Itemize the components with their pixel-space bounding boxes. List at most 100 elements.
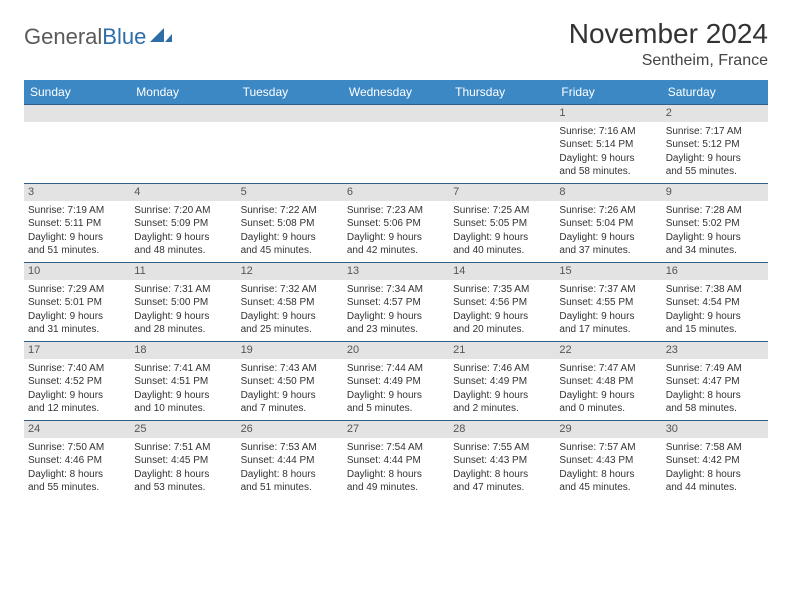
day-day1: Daylight: 9 hours <box>453 310 551 324</box>
day-cell: 28Sunrise: 7:55 AMSunset: 4:43 PMDayligh… <box>449 421 555 499</box>
day-day2: and 45 minutes. <box>241 244 339 258</box>
day-cell: 4Sunrise: 7:20 AMSunset: 5:09 PMDaylight… <box>130 184 236 262</box>
day-day1: Daylight: 8 hours <box>347 468 445 482</box>
day-sunset: Sunset: 4:49 PM <box>347 375 445 389</box>
day-sunset: Sunset: 4:47 PM <box>666 375 764 389</box>
day-sunset: Sunset: 4:44 PM <box>347 454 445 468</box>
day-number: 11 <box>130 263 236 280</box>
day-cell: 13Sunrise: 7:34 AMSunset: 4:57 PMDayligh… <box>343 263 449 341</box>
day-day2: and 20 minutes. <box>453 323 551 337</box>
day-sunset: Sunset: 5:09 PM <box>134 217 232 231</box>
day-day2: and 42 minutes. <box>347 244 445 258</box>
day-sunset: Sunset: 5:02 PM <box>666 217 764 231</box>
day-day1: Daylight: 9 hours <box>666 152 764 166</box>
day-cell: 29Sunrise: 7:57 AMSunset: 4:43 PMDayligh… <box>555 421 661 499</box>
day-cell <box>449 105 555 183</box>
dow-cell: Sunday <box>24 80 130 104</box>
day-sunrise: Sunrise: 7:55 AM <box>453 441 551 455</box>
day-number: 6 <box>343 184 449 201</box>
day-sunrise: Sunrise: 7:31 AM <box>134 283 232 297</box>
day-cell: 5Sunrise: 7:22 AMSunset: 5:08 PMDaylight… <box>237 184 343 262</box>
day-number: 15 <box>555 263 661 280</box>
day-cell: 10Sunrise: 7:29 AMSunset: 5:01 PMDayligh… <box>24 263 130 341</box>
dow-cell: Monday <box>130 80 236 104</box>
day-sunrise: Sunrise: 7:19 AM <box>28 204 126 218</box>
day-sunrise: Sunrise: 7:16 AM <box>559 125 657 139</box>
day-cell: 11Sunrise: 7:31 AMSunset: 5:00 PMDayligh… <box>130 263 236 341</box>
day-day1: Daylight: 9 hours <box>241 310 339 324</box>
day-day1: Daylight: 8 hours <box>666 389 764 403</box>
day-number <box>24 105 130 122</box>
day-day2: and 15 minutes. <box>666 323 764 337</box>
calendar: SundayMondayTuesdayWednesdayThursdayFrid… <box>24 80 768 499</box>
day-sunrise: Sunrise: 7:50 AM <box>28 441 126 455</box>
day-sunrise: Sunrise: 7:22 AM <box>241 204 339 218</box>
day-sunset: Sunset: 4:57 PM <box>347 296 445 310</box>
day-sunset: Sunset: 5:01 PM <box>28 296 126 310</box>
day-cell: 6Sunrise: 7:23 AMSunset: 5:06 PMDaylight… <box>343 184 449 262</box>
day-cell: 30Sunrise: 7:58 AMSunset: 4:42 PMDayligh… <box>662 421 768 499</box>
day-sunset: Sunset: 4:50 PM <box>241 375 339 389</box>
week-row: 17Sunrise: 7:40 AMSunset: 4:52 PMDayligh… <box>24 341 768 420</box>
dow-cell: Saturday <box>662 80 768 104</box>
day-day1: Daylight: 9 hours <box>666 231 764 245</box>
day-day1: Daylight: 8 hours <box>134 468 232 482</box>
day-cell: 27Sunrise: 7:54 AMSunset: 4:44 PMDayligh… <box>343 421 449 499</box>
day-cell: 7Sunrise: 7:25 AMSunset: 5:05 PMDaylight… <box>449 184 555 262</box>
day-sunset: Sunset: 4:56 PM <box>453 296 551 310</box>
day-cell: 21Sunrise: 7:46 AMSunset: 4:49 PMDayligh… <box>449 342 555 420</box>
day-day2: and 47 minutes. <box>453 481 551 495</box>
day-number: 25 <box>130 421 236 438</box>
day-cell: 19Sunrise: 7:43 AMSunset: 4:50 PMDayligh… <box>237 342 343 420</box>
day-day1: Daylight: 8 hours <box>453 468 551 482</box>
day-number <box>237 105 343 122</box>
day-number: 9 <box>662 184 768 201</box>
day-day1: Daylight: 8 hours <box>559 468 657 482</box>
day-number: 1 <box>555 105 661 122</box>
day-number: 29 <box>555 421 661 438</box>
day-day2: and 44 minutes. <box>666 481 764 495</box>
day-sunset: Sunset: 4:49 PM <box>453 375 551 389</box>
day-day2: and 48 minutes. <box>134 244 232 258</box>
day-sunset: Sunset: 4:45 PM <box>134 454 232 468</box>
day-sunset: Sunset: 4:44 PM <box>241 454 339 468</box>
day-day2: and 37 minutes. <box>559 244 657 258</box>
title-block: November 2024 Sentheim, France <box>569 18 768 70</box>
days-of-week-row: SundayMondayTuesdayWednesdayThursdayFrid… <box>24 80 768 104</box>
day-cell: 14Sunrise: 7:35 AMSunset: 4:56 PMDayligh… <box>449 263 555 341</box>
day-cell: 25Sunrise: 7:51 AMSunset: 4:45 PMDayligh… <box>130 421 236 499</box>
day-number: 28 <box>449 421 555 438</box>
day-day1: Daylight: 9 hours <box>134 389 232 403</box>
day-number: 10 <box>24 263 130 280</box>
day-day2: and 17 minutes. <box>559 323 657 337</box>
day-number: 2 <box>662 105 768 122</box>
day-day2: and 25 minutes. <box>241 323 339 337</box>
day-day2: and 51 minutes. <box>28 244 126 258</box>
day-cell <box>237 105 343 183</box>
day-day1: Daylight: 8 hours <box>28 468 126 482</box>
day-cell <box>130 105 236 183</box>
day-number: 26 <box>237 421 343 438</box>
day-number: 14 <box>449 263 555 280</box>
week-row: 24Sunrise: 7:50 AMSunset: 4:46 PMDayligh… <box>24 420 768 499</box>
day-day1: Daylight: 9 hours <box>559 231 657 245</box>
day-number: 16 <box>662 263 768 280</box>
day-number: 7 <box>449 184 555 201</box>
day-day2: and 49 minutes. <box>347 481 445 495</box>
day-sunset: Sunset: 4:55 PM <box>559 296 657 310</box>
day-sunrise: Sunrise: 7:37 AM <box>559 283 657 297</box>
day-cell: 2Sunrise: 7:17 AMSunset: 5:12 PMDaylight… <box>662 105 768 183</box>
day-sunrise: Sunrise: 7:40 AM <box>28 362 126 376</box>
day-cell: 18Sunrise: 7:41 AMSunset: 4:51 PMDayligh… <box>130 342 236 420</box>
day-sunset: Sunset: 5:08 PM <box>241 217 339 231</box>
day-cell: 12Sunrise: 7:32 AMSunset: 4:58 PMDayligh… <box>237 263 343 341</box>
day-sunrise: Sunrise: 7:47 AM <box>559 362 657 376</box>
dow-cell: Thursday <box>449 80 555 104</box>
day-cell <box>24 105 130 183</box>
day-number: 27 <box>343 421 449 438</box>
day-day1: Daylight: 9 hours <box>347 231 445 245</box>
day-cell: 23Sunrise: 7:49 AMSunset: 4:47 PMDayligh… <box>662 342 768 420</box>
day-sunset: Sunset: 5:05 PM <box>453 217 551 231</box>
day-sunrise: Sunrise: 7:53 AM <box>241 441 339 455</box>
day-day1: Daylight: 9 hours <box>453 389 551 403</box>
